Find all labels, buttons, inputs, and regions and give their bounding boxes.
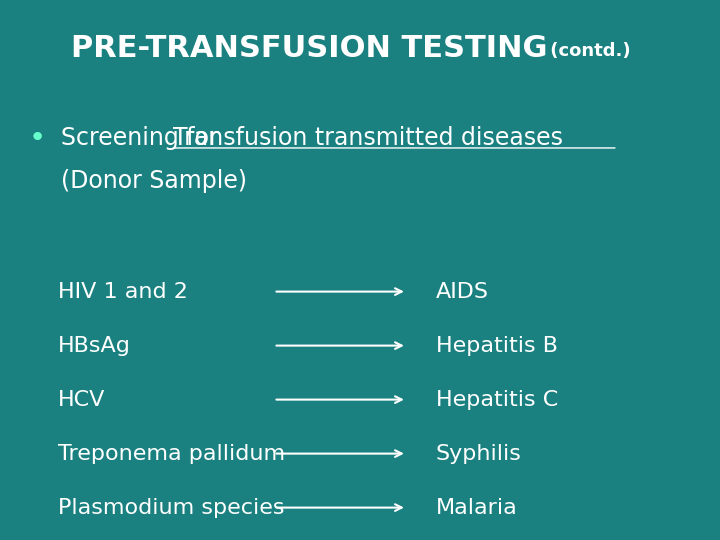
- Text: Malaria: Malaria: [436, 497, 518, 518]
- Text: HIV 1 and 2: HIV 1 and 2: [58, 281, 187, 302]
- Text: HCV: HCV: [58, 389, 105, 410]
- Text: Hepatitis C: Hepatitis C: [436, 389, 558, 410]
- Text: (contd.): (contd.): [544, 42, 630, 60]
- Text: Syphilis: Syphilis: [436, 443, 521, 464]
- Text: Screening for: Screening for: [61, 126, 227, 150]
- Text: Hepatitis B: Hepatitis B: [436, 335, 557, 356]
- Text: AIDS: AIDS: [436, 281, 489, 302]
- Text: Transfusion transmitted diseases: Transfusion transmitted diseases: [173, 126, 563, 150]
- Text: HBsAg: HBsAg: [58, 335, 130, 356]
- Text: Treponema pallidum: Treponema pallidum: [58, 443, 284, 464]
- Text: PRE-TRANSFUSION TESTING: PRE-TRANSFUSION TESTING: [71, 34, 548, 63]
- Text: Plasmodium species: Plasmodium species: [58, 497, 284, 518]
- Text: •: •: [29, 124, 46, 152]
- Text: (Donor Sample): (Donor Sample): [61, 169, 247, 193]
